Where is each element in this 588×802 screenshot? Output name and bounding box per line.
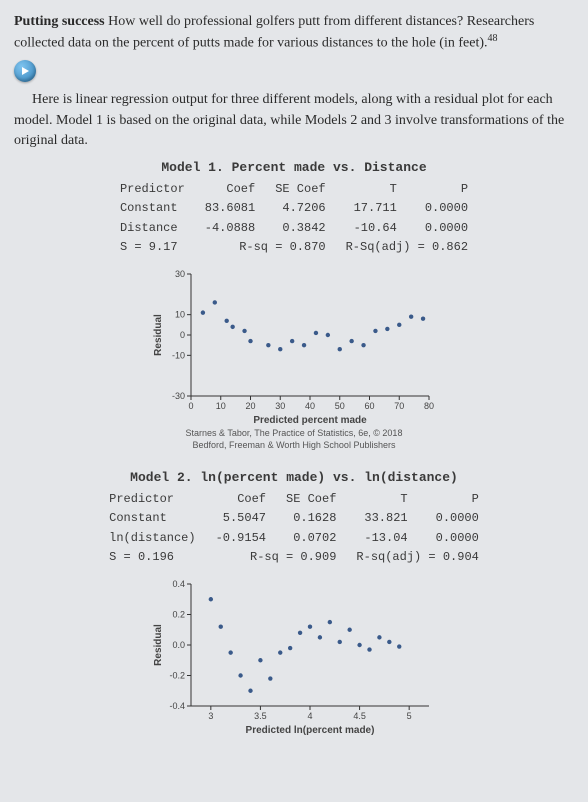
body-paragraph: Here is linear regression output for thr… [14,90,574,151]
svg-text:0.0: 0.0 [172,640,185,650]
svg-text:30: 30 [175,269,185,279]
chart-caption: Starnes & Tabor, The Practice of Statist… [139,428,449,439]
col-header: Predictor [110,180,195,199]
col-header: Predictor [99,490,205,509]
svg-text:0: 0 [188,401,193,411]
play-icon [20,66,30,76]
table-row: S = 0.196 R-sq = 0.909 R-sq(adj) = 0.904 [99,548,489,567]
svg-text:Residual: Residual [153,313,164,355]
col-header: P [407,180,478,199]
svg-text:Predicted ln(percent made): Predicted ln(percent made) [246,725,375,736]
model-1-block: Model 1. Percent made vs. Distance Predi… [79,159,509,451]
col-header: T [346,490,417,509]
col-header: T [336,180,407,199]
table-row: ln(distance) -0.9154 0.0702 -13.04 0.000… [99,529,489,548]
svg-text:-0.4: -0.4 [169,701,185,711]
model-1-table: Predictor Coef SE Coef T P Constant 83.6… [110,180,478,258]
table-row: Constant 83.6081 4.7206 17.711 0.0000 [110,199,478,218]
svg-text:4: 4 [307,711,312,721]
model-2-table: Predictor Coef SE Coef T P Constant 5.50… [99,490,489,568]
svg-text:60: 60 [364,401,374,411]
table-row: Predictor Coef SE Coef T P [110,180,478,199]
svg-text:5: 5 [407,711,412,721]
play-button[interactable] [14,60,36,82]
svg-text:-30: -30 [172,391,185,401]
model-2-residual-plot: -0.4 -0.2 0.0 0.2 0.4 3 3.5 4 4.5 5 Predicted ln(p… [149,576,439,736]
svg-text:3: 3 [208,711,213,721]
svg-text:0: 0 [180,330,185,340]
model-2-block: Model 2. ln(percent made) vs. ln(distanc… [79,469,509,735]
svg-text:0.2: 0.2 [172,609,185,619]
svg-text:Predicted percent made: Predicted percent made [253,415,367,426]
table-row: Constant 5.5047 0.1628 33.821 0.0000 [99,509,489,528]
col-header: Coef [195,180,265,199]
svg-text:-0.2: -0.2 [169,670,185,680]
chart-caption: Bedford, Freeman & Worth High School Pub… [139,440,449,451]
intro-lead: Putting success [14,14,105,29]
svg-text:4.5: 4.5 [353,711,366,721]
svg-text:3.5: 3.5 [254,711,267,721]
col-header: Coef [206,490,276,509]
svg-text:80: 80 [424,401,434,411]
col-header: SE Coef [265,180,335,199]
svg-text:50: 50 [335,401,345,411]
svg-text:10: 10 [175,309,185,319]
svg-text:70: 70 [394,401,404,411]
col-header: SE Coef [276,490,346,509]
table-row: S = 9.17 R-sq = 0.870 R-Sq(adj) = 0.862 [110,238,478,257]
model-2-chart-wrap: -0.4 -0.2 0.0 0.2 0.4 3 3.5 4 4.5 5 Predicted ln(p… [139,576,449,736]
footnote-ref: 48 [488,33,498,44]
svg-text:40: 40 [305,401,315,411]
model-1-title: Model 1. Percent made vs. Distance [79,159,509,178]
svg-text:20: 20 [245,401,255,411]
svg-text:0.4: 0.4 [172,579,185,589]
model-1-chart-wrap: -30 -10 0 10 30 0 10 20 30 40 50 60 70 80 Predicted pe… [139,266,449,452]
model-1-residual-plot: -30 -10 0 10 30 0 10 20 30 40 50 60 70 80 Predicted pe… [149,266,439,426]
svg-text:10: 10 [216,401,226,411]
intro-paragraph: Putting success How well do professional… [14,12,574,54]
svg-text:Residual: Residual [153,623,164,665]
table-row: Distance -4.0888 0.3842 -10.64 0.0000 [110,219,478,238]
svg-text:-10: -10 [172,350,185,360]
col-header: P [418,490,489,509]
table-row: Predictor Coef SE Coef T P [99,490,489,509]
model-2-title: Model 2. ln(percent made) vs. ln(distanc… [79,469,509,488]
svg-text:30: 30 [275,401,285,411]
